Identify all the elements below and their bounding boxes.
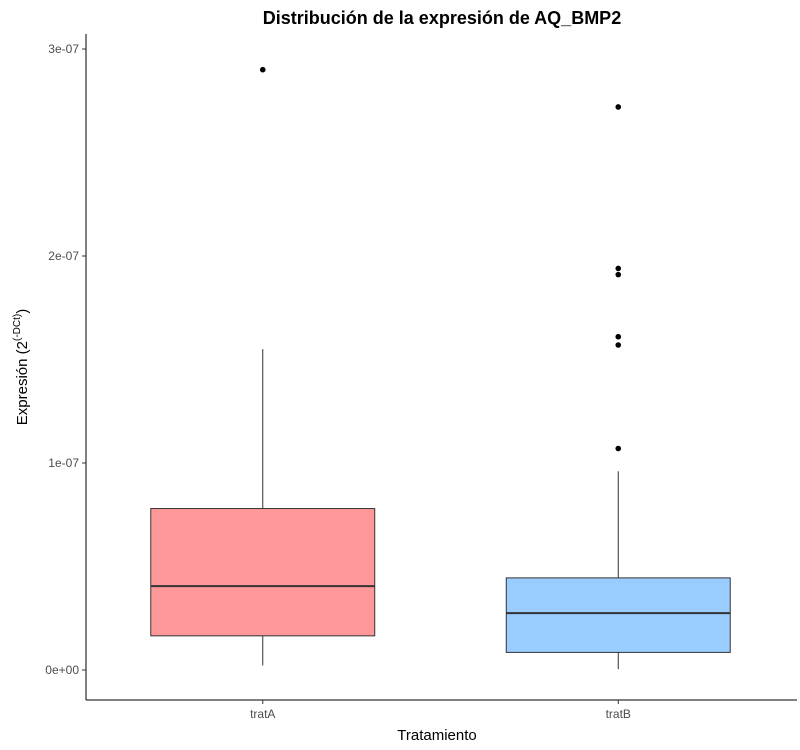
outlier-point xyxy=(615,272,621,278)
y-tick-label: 2e-07 xyxy=(48,249,79,263)
y-tick-label: 1e-07 xyxy=(48,456,79,470)
x-axis-ticks: tratA tratB xyxy=(250,700,631,721)
y-axis-label: Expresión (2(-DCt)) xyxy=(12,309,31,425)
outlier-point xyxy=(615,342,621,348)
chart-title: Distribución de la expresión de AQ_BMP2 xyxy=(263,8,621,28)
box-tratB xyxy=(506,104,730,669)
y-axis-label-suffix: ) xyxy=(14,309,31,314)
y-axis-ticks: 0e+00 1e-07 2e-07 3e-07 xyxy=(45,42,86,677)
box-group xyxy=(151,67,730,669)
y-tick-label: 0e+00 xyxy=(45,663,79,677)
box-tratA xyxy=(151,67,375,666)
y-tick-label: 3e-07 xyxy=(48,42,79,56)
box-iqr xyxy=(506,578,730,653)
x-axis-label: Tratamiento xyxy=(397,727,476,744)
x-tick-label: tratB xyxy=(606,707,631,721)
outlier-point xyxy=(260,67,266,73)
x-tick-label: tratA xyxy=(250,707,275,721)
outlier-point xyxy=(615,104,621,110)
box-iqr xyxy=(151,509,375,636)
outlier-point xyxy=(615,266,621,272)
y-axis-label-prefix: Expresión (2 xyxy=(14,341,31,425)
outlier-point xyxy=(615,446,621,452)
outlier-point xyxy=(615,334,621,340)
y-axis-label-superscript: (-DCt) xyxy=(12,314,23,341)
